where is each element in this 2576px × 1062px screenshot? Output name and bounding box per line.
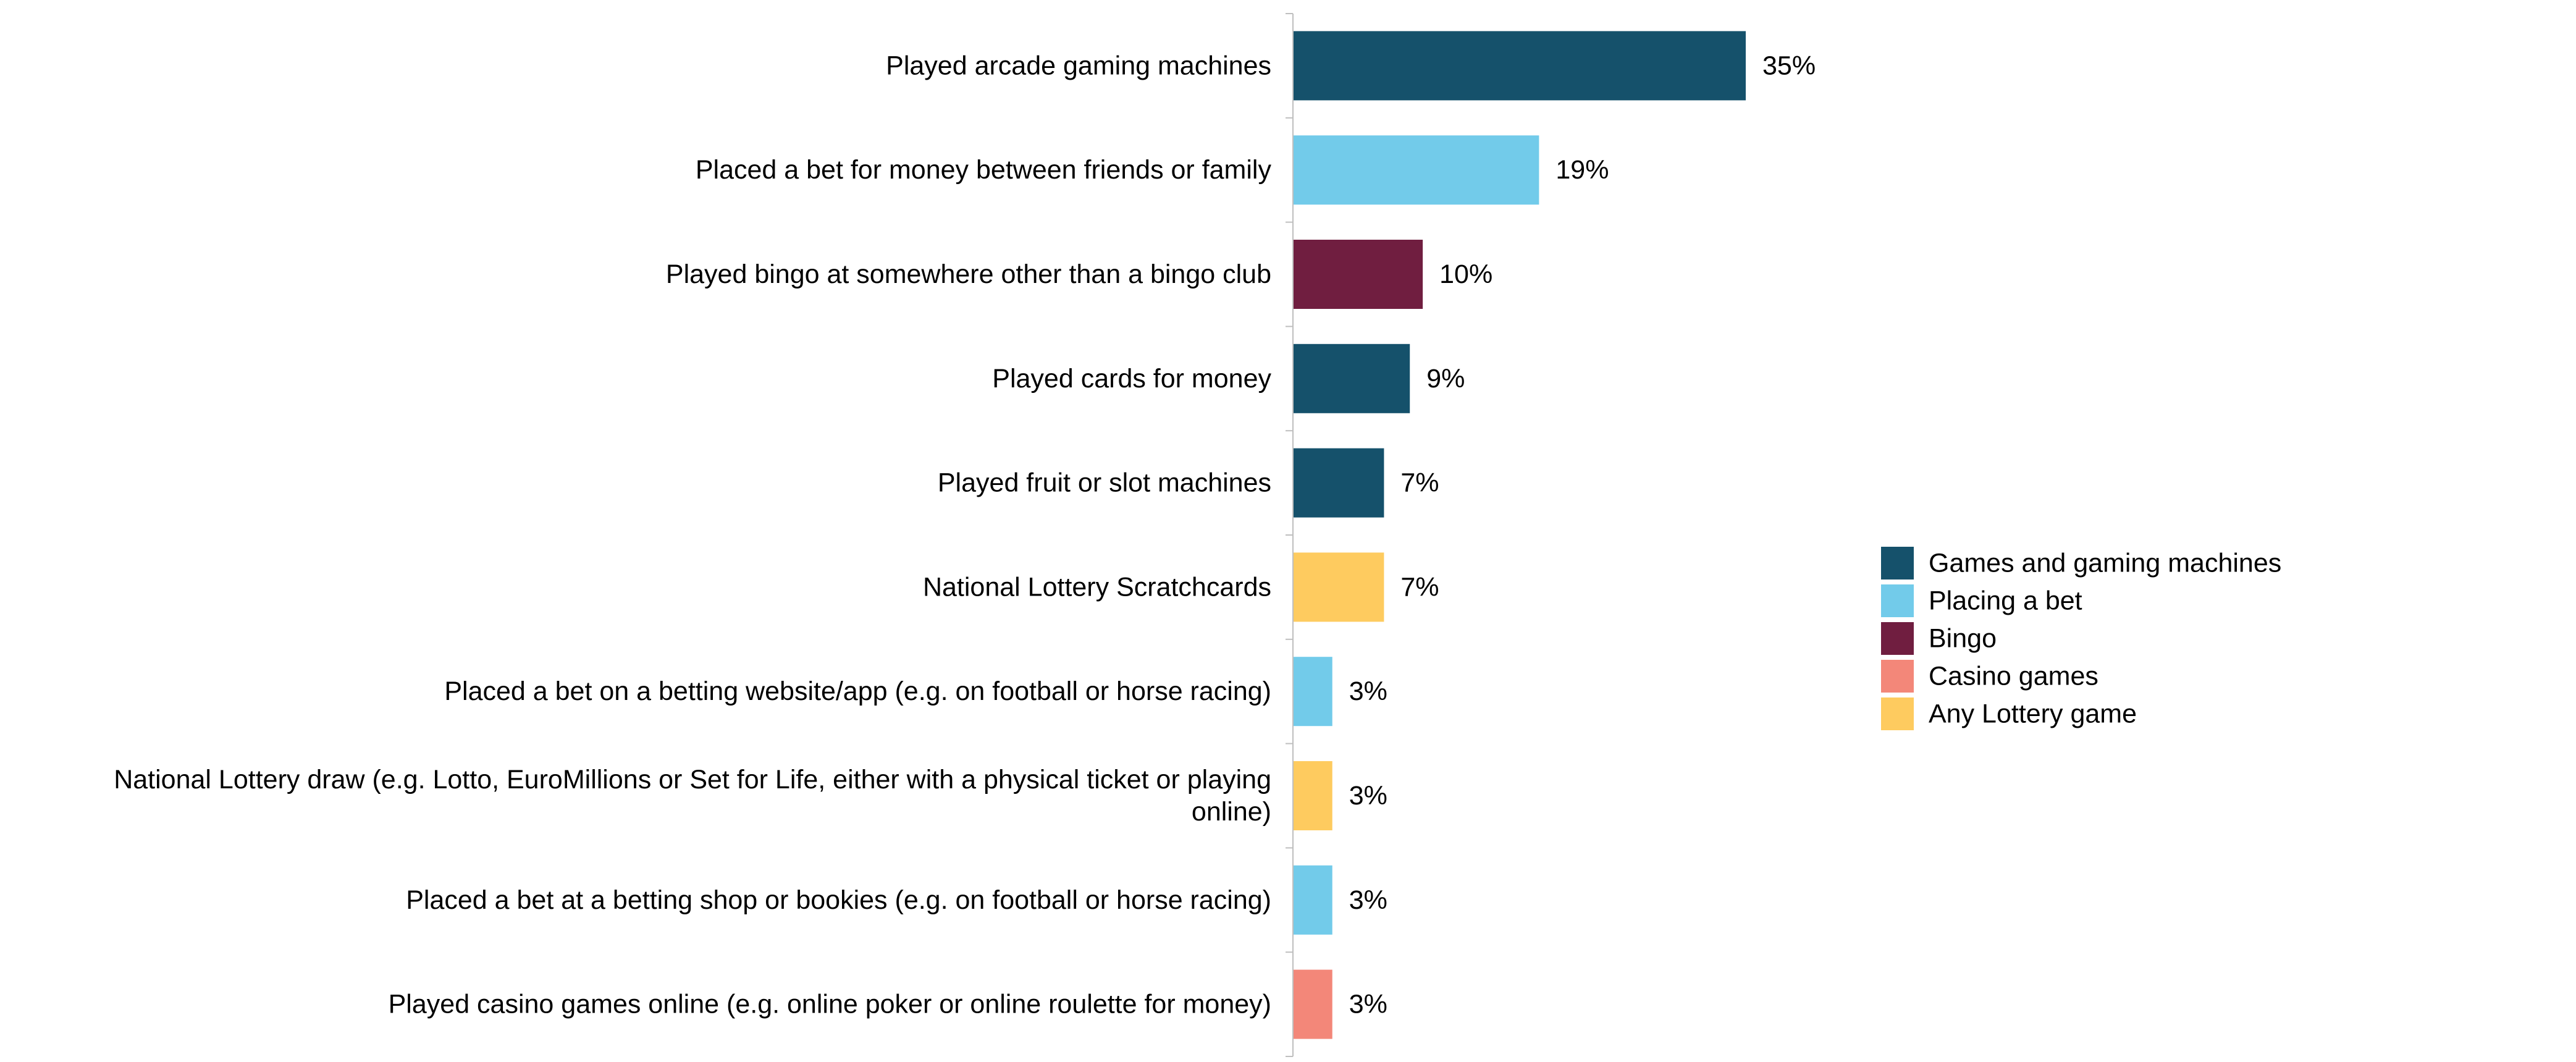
category-label: Played cards for money <box>992 364 1271 394</box>
category-label: Played arcade gaming machines <box>886 51 1271 80</box>
category-label-line: Played fruit or slot machines <box>938 468 1271 498</box>
value-label: 7% <box>1400 572 1439 602</box>
category-label: Played fruit or slot machines <box>938 468 1271 498</box>
value-label: 3% <box>1349 885 1387 915</box>
bar <box>1294 552 1384 622</box>
bar <box>1294 240 1423 309</box>
legend-item: Any Lottery game <box>1881 697 2137 730</box>
value-label: 10% <box>1439 259 1492 289</box>
bar <box>1294 135 1539 205</box>
legend-swatch <box>1881 584 1914 617</box>
legend-item: Bingo <box>1881 622 1997 655</box>
bars <box>1294 31 1746 1039</box>
category-label-line: Played casino games online (e.g. online … <box>389 990 1271 1019</box>
bar <box>1294 448 1384 518</box>
legend-label: Any Lottery game <box>1929 699 2137 729</box>
value-label: 3% <box>1349 781 1387 811</box>
category-label-line: Placed a bet on a betting website/app (e… <box>444 676 1271 706</box>
legend-swatch <box>1881 622 1914 655</box>
value-label: 3% <box>1349 676 1387 706</box>
category-label: Played casino games online (e.g. online … <box>389 990 1271 1019</box>
legend-label: Placing a bet <box>1929 586 2082 616</box>
category-label-line: Played arcade gaming machines <box>886 51 1271 80</box>
legend-label: Bingo <box>1929 624 1997 654</box>
category-label: Placed a bet for money between friends o… <box>696 155 1272 185</box>
legend-swatch <box>1881 660 1914 693</box>
value-label: 35% <box>1762 51 1816 80</box>
value-label: 7% <box>1400 468 1439 498</box>
bar <box>1294 31 1746 101</box>
category-label: National Lottery draw (e.g. Lotto, EuroM… <box>114 765 1271 827</box>
bar <box>1294 865 1332 935</box>
category-label-line: Placed a bet for money between friends o… <box>696 155 1272 185</box>
category-label: Placed a bet on a betting website/app (e… <box>444 676 1271 706</box>
category-label-line: online) <box>1192 797 1271 827</box>
bar <box>1294 657 1332 727</box>
value-label: 9% <box>1426 364 1465 394</box>
legend-item: Casino games <box>1881 660 2098 693</box>
legend-item: Games and gaming machines <box>1881 547 2281 579</box>
category-label-line: Placed a bet at a betting shop or bookie… <box>406 885 1271 915</box>
legend-swatch <box>1881 547 1914 579</box>
legend-label: Games and gaming machines <box>1929 549 2281 578</box>
bar <box>1294 343 1410 413</box>
category-label-line: National Lottery draw (e.g. Lotto, EuroM… <box>114 765 1271 794</box>
value-labels: 35% 19% 10% 9% 7% 7% 3% 3% 3% 3% <box>1349 51 1816 1019</box>
bar <box>1294 761 1332 830</box>
value-label: 19% <box>1555 155 1609 185</box>
category-label: National Lottery Scratchcards <box>923 572 1271 602</box>
legend-label: Casino games <box>1929 662 2098 691</box>
value-label: 3% <box>1349 990 1387 1019</box>
category-label-line: National Lottery Scratchcards <box>923 572 1271 602</box>
category-label: Placed a bet at a betting shop or bookie… <box>406 885 1271 915</box>
legend: Games and gaming machines Placing a bet Bi… <box>1881 547 2281 730</box>
y-axis <box>1286 13 1294 1057</box>
legend-item: Placing a bet <box>1881 584 2082 617</box>
bar <box>1294 969 1332 1039</box>
category-label-line: Played cards for money <box>992 364 1271 394</box>
category-label-line: Played bingo at somewhere other than a b… <box>666 259 1271 289</box>
category-label: Played bingo at somewhere other than a b… <box>666 259 1271 289</box>
category-labels: Played arcade gaming machines Placed a be… <box>114 51 1271 1019</box>
legend-swatch <box>1881 697 1914 730</box>
